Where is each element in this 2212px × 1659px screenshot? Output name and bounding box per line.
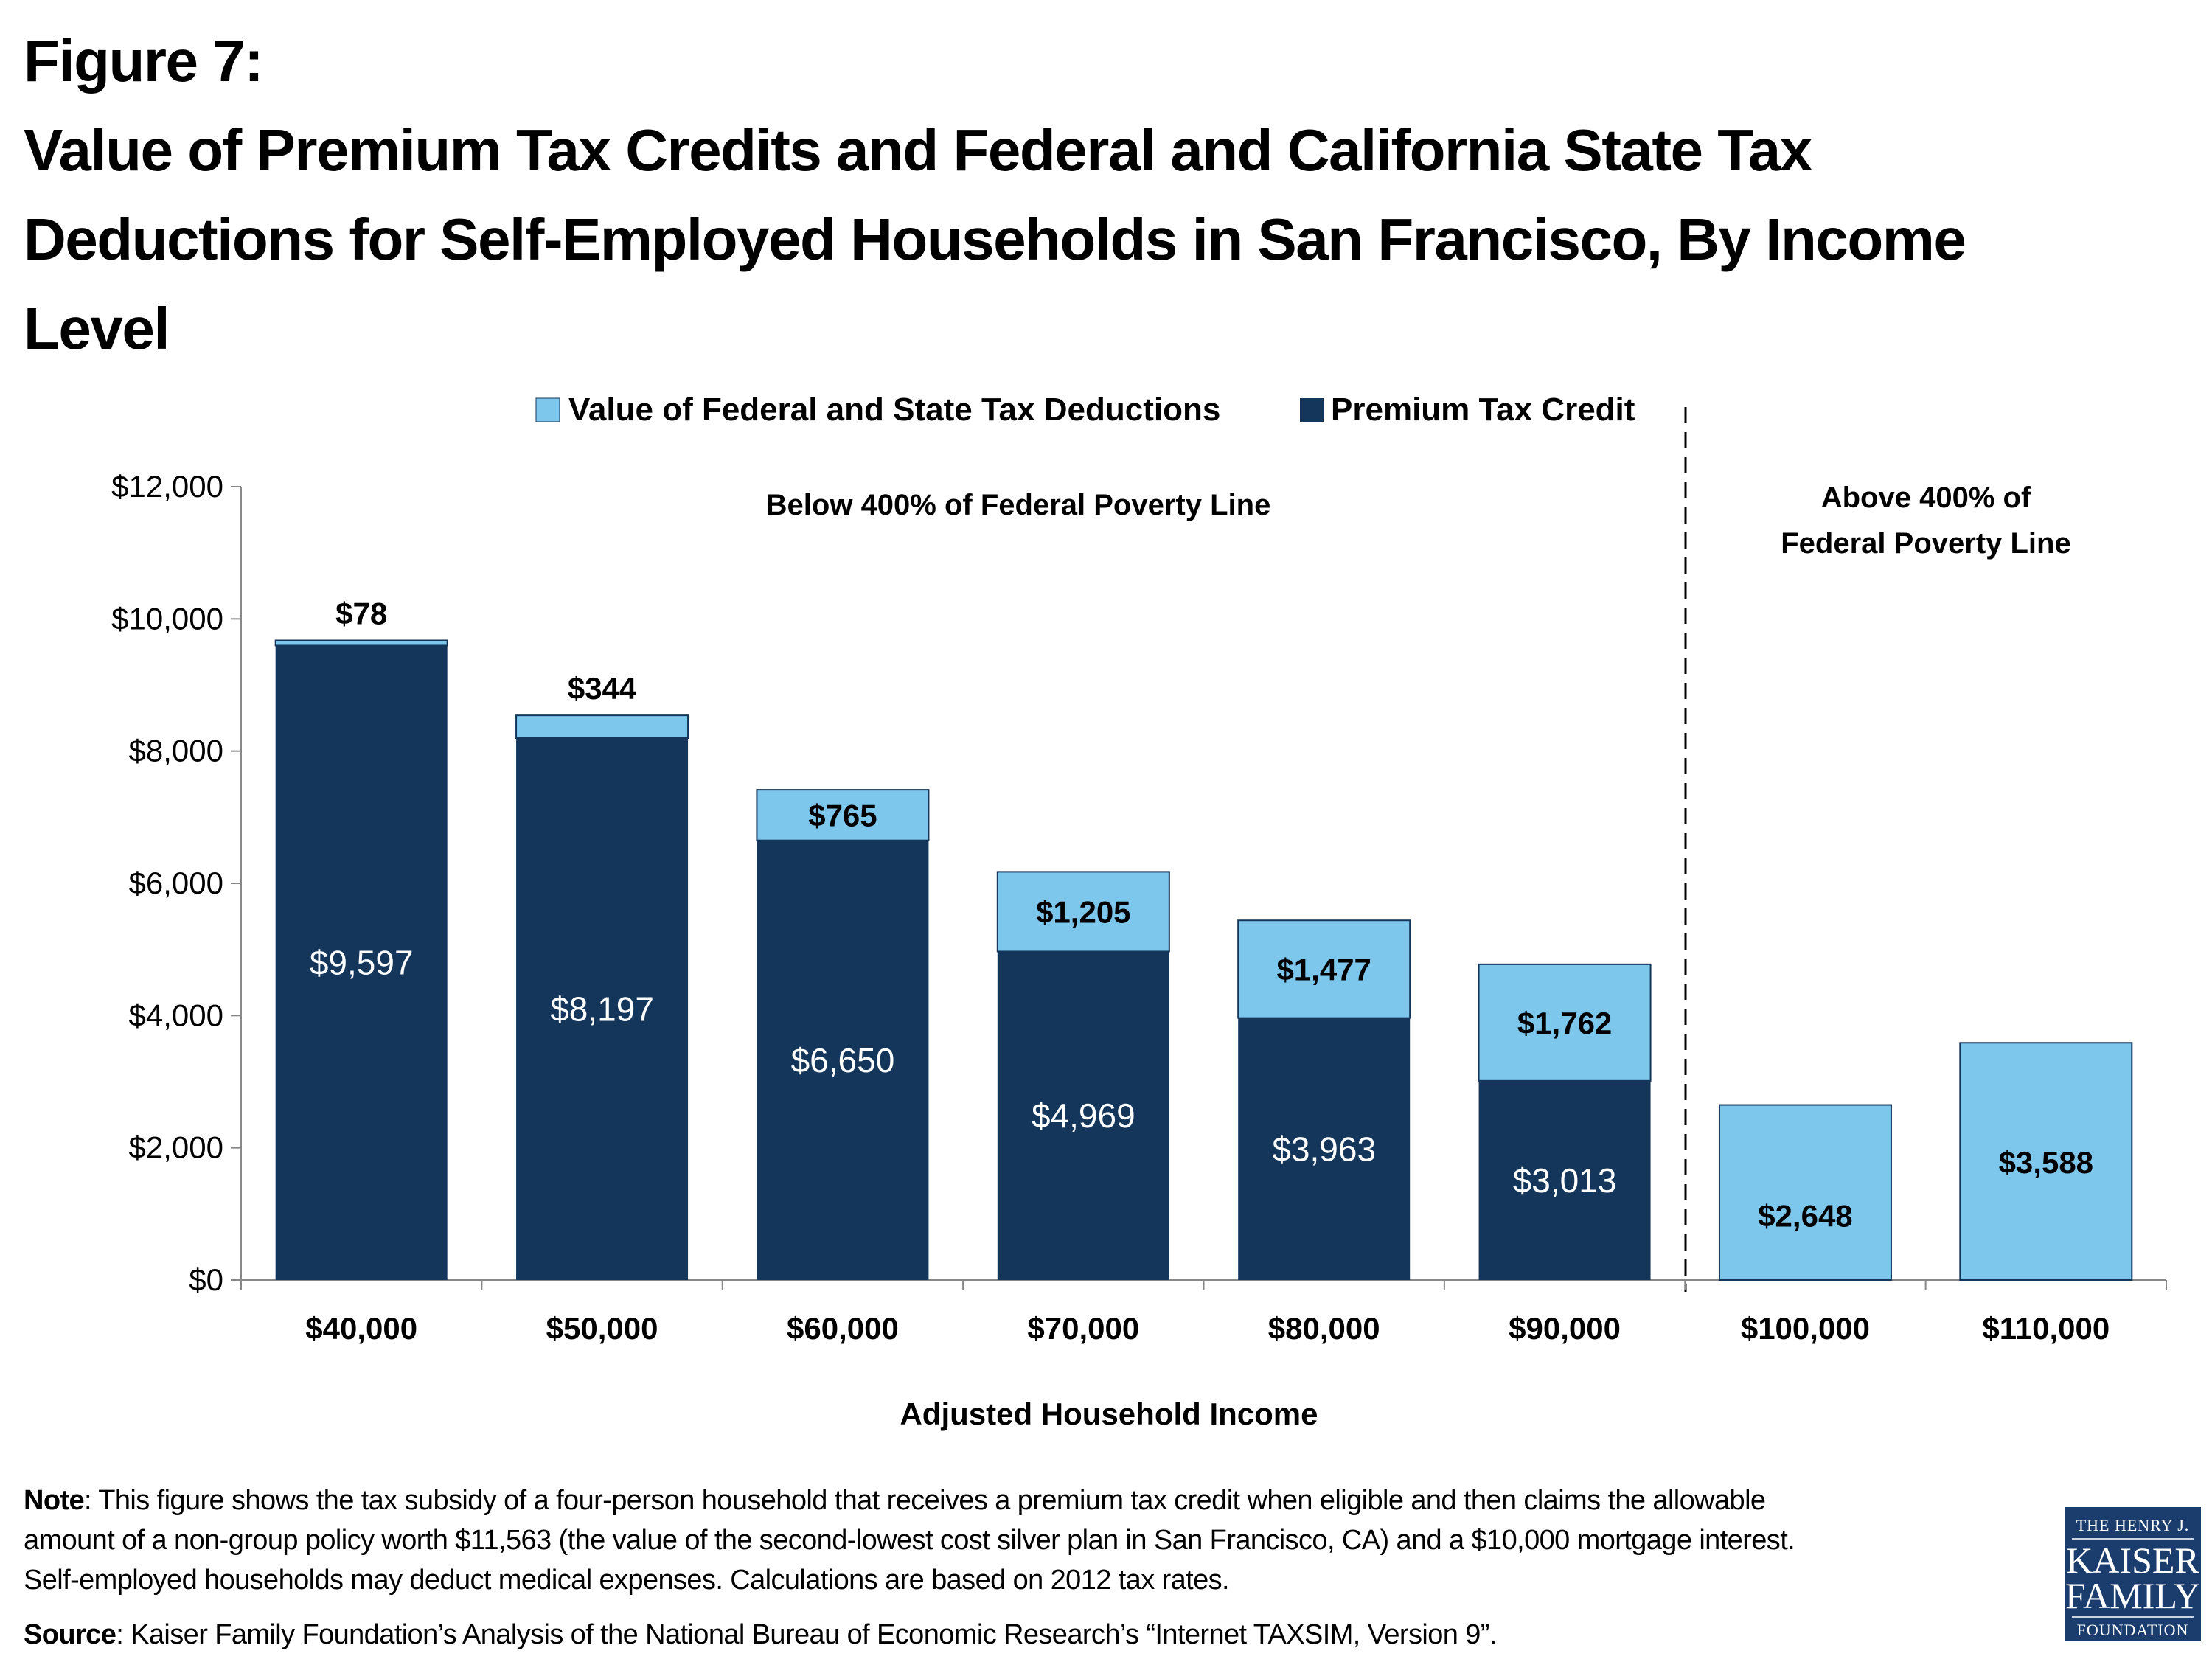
bar-label-tax-deductions: $2,648 [1758,1198,1852,1233]
notes: Note: This figure shows the tax subsidy … [24,1481,1795,1655]
bar-label-premium-tax-credit: $4,969 [1032,1096,1135,1135]
bar-label-tax-deductions: $78 [335,596,387,630]
bar-premium-tax-credit [1238,1018,1411,1280]
y-tick-label: $12,000 [111,469,223,504]
x-tick-label: $70,000 [1027,1311,1139,1346]
bar-tax-deductions [1237,919,1411,1019]
bar-label-tax-deductions: $3,588 [1999,1145,2093,1180]
note-text: : This figure shows the tax subsidy of a… [84,1485,1766,1516]
note-text: amount of a non-group policy worth $11,5… [24,1525,1795,1556]
bar-label-tax-deductions: $1,477 [1276,952,1371,987]
bar-tax-deductions [996,871,1170,953]
x-tick-label: $60,000 [787,1311,899,1346]
region-label-above: Federal Poverty Line [1781,527,2070,560]
bar-premium-tax-credit [1478,1080,1651,1280]
legend-swatch-deductions [535,397,560,422]
bar-premium-tax-credit [275,645,448,1280]
kff-logo: THE HENRY J. KAISER FAMILY FOUNDATION [2065,1507,2201,1641]
bar-label-premium-tax-credit: $8,197 [550,990,654,1029]
logo-text: FOUNDATION [2076,1621,2189,1639]
bar-label-tax-deductions: $344 [568,671,637,706]
bar-tax-deductions [274,639,448,647]
x-tick-label: $80,000 [1268,1311,1380,1346]
bar-tax-deductions [756,789,930,841]
note-label: Note [24,1485,85,1516]
stacked-bar-chart: Value of Federal and State Tax Deduction… [111,392,2167,1431]
region-label-below: Below 400% of Federal Poverty Line [766,489,1271,521]
x-axis-title: Adjusted Household Income [900,1397,1318,1431]
bar-label-tax-deductions: $1,762 [1517,1006,1612,1040]
bar-tax-deductions [1959,1042,2133,1281]
title-line: Level [24,296,170,361]
title-line: Deductions for Self-Employed Households … [24,206,1966,272]
bar-premium-tax-credit [516,738,689,1280]
bar-tax-deductions [1718,1104,1892,1281]
bar-label-premium-tax-credit: $3,963 [1272,1130,1376,1168]
x-tick-label: $110,000 [1982,1311,2110,1346]
legend-swatch-ptc [1300,398,1324,422]
title-line: Value of Premium Tax Credits and Federal… [24,117,1812,183]
legend-label-ptc: Premium Tax Credit [1331,392,1635,428]
y-tick-label: $4,000 [129,998,223,1032]
logo-text: THE HENRY J. [2076,1516,2190,1534]
legend-label-deductions: Value of Federal and State Tax Deduction… [568,392,1220,428]
note-text: Self-employed households may deduct medi… [24,1565,1230,1596]
bar-label-premium-tax-credit: $3,013 [1513,1161,1617,1200]
x-tick-label: $50,000 [546,1311,658,1346]
legend: Value of Federal and State Tax Deduction… [535,392,1635,428]
y-tick-label: $10,000 [111,601,223,636]
bar-tax-deductions [1478,963,1652,1082]
x-tick-label: $40,000 [305,1311,417,1346]
y-tick-label: $6,000 [129,866,223,900]
logo-text: KAISER [2066,1540,2199,1581]
bar-premium-tax-credit [757,840,929,1280]
y-tick-label: $8,000 [129,734,223,768]
source-label: Source [24,1619,116,1650]
y-tick-label: $2,000 [129,1130,223,1165]
note-line: Note: This figure shows the tax subsidy … [24,1481,1795,1520]
x-tick-label: $100,000 [1741,1311,1870,1346]
x-tick-label: $90,000 [1509,1311,1621,1346]
bar-label-premium-tax-credit: $9,597 [310,944,414,982]
bar-premium-tax-credit [997,951,1169,1280]
title-line: Figure 7: [24,28,264,94]
figure-title: Figure 7: Value of Premium Tax Credits a… [24,16,1966,373]
source-line: Source: Kaiser Family Foundation’s Analy… [24,1615,1795,1655]
y-tick-label: $0 [189,1262,223,1297]
bar-label-premium-tax-credit: $6,650 [791,1041,895,1079]
bar-label-tax-deductions: $765 [808,798,877,832]
source-text: : Kaiser Family Foundation’s Analysis of… [116,1619,1497,1650]
region-label-above: Above 400% of [1821,481,2031,514]
bar-label-tax-deductions: $1,205 [1036,894,1130,929]
logo-text: FAMILY [2065,1575,2200,1616]
bar-tax-deductions [515,714,689,740]
